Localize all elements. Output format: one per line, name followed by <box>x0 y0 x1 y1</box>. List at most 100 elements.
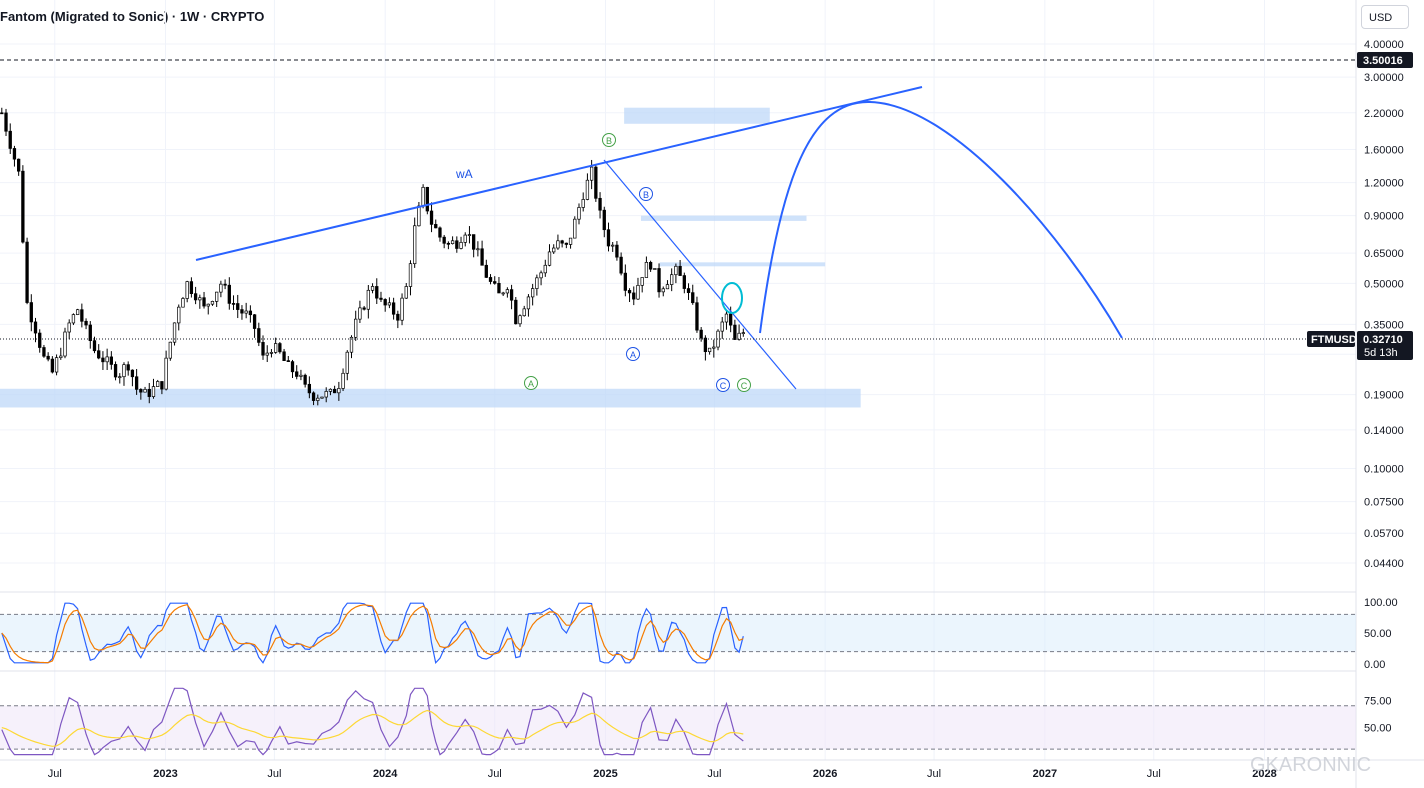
candle-body <box>210 301 215 305</box>
svg-text:B: B <box>643 190 649 200</box>
svg-text:C: C <box>720 381 727 391</box>
candle-body <box>122 364 126 378</box>
candle-body <box>54 357 59 373</box>
candle-body <box>703 337 708 353</box>
candle-body <box>320 396 324 399</box>
candle-body <box>345 351 349 374</box>
candle-body <box>632 292 636 300</box>
svg-text:3.50016: 3.50016 <box>1363 55 1403 67</box>
drawings: wA B A C B A C <box>0 59 1356 392</box>
candle-body <box>619 256 623 274</box>
candle-body <box>278 343 282 353</box>
wave-circle-b-blue: B <box>639 187 653 201</box>
price-tick-label: 0.65000 <box>1364 248 1404 260</box>
time-tick-label: Jul <box>1147 768 1161 780</box>
candle-body <box>514 299 518 325</box>
candle-body <box>375 286 379 299</box>
watermark: GKARONNIC <box>1250 754 1371 776</box>
candle-body <box>177 306 181 324</box>
candle-body <box>349 336 354 353</box>
candle-body <box>303 374 307 385</box>
candle-body <box>670 274 674 285</box>
candle-body <box>4 112 8 132</box>
candle-body <box>366 289 370 310</box>
candle-body <box>33 321 38 334</box>
indicator-line <box>1 604 744 664</box>
candle-body <box>602 209 606 231</box>
candle-body <box>362 307 366 310</box>
candle-body <box>29 302 33 323</box>
candle-body <box>505 289 510 294</box>
candle-body <box>12 148 17 160</box>
candle-body <box>425 186 429 212</box>
candle-body <box>274 343 278 353</box>
candle-body <box>341 372 345 389</box>
indicator-band <box>0 705 1356 750</box>
candle-body <box>640 277 644 286</box>
candle-body <box>80 309 84 322</box>
candle-body <box>455 240 459 249</box>
candle-body <box>286 360 290 362</box>
candle-body <box>480 248 484 266</box>
price-tick-label: 0.05700 <box>1364 528 1404 540</box>
candle-body <box>134 376 139 390</box>
candle-body <box>611 244 615 247</box>
candle-body <box>324 391 328 398</box>
candle-body <box>467 234 472 236</box>
candle-body <box>316 397 320 401</box>
indicator-tick-label: 0.00 <box>1364 659 1385 671</box>
price-zone <box>659 262 826 267</box>
candle-body <box>168 341 172 359</box>
candle-body <box>438 227 442 238</box>
candle-body <box>130 369 135 378</box>
candle-body <box>282 351 286 361</box>
candle-body <box>387 302 392 306</box>
candle-body <box>396 313 400 321</box>
candle-body <box>257 328 261 343</box>
projection-arc <box>759 100 1123 339</box>
candle-body <box>139 389 143 393</box>
candle-body <box>206 303 210 307</box>
time-tick-label: 2023 <box>153 768 177 780</box>
candle-body <box>17 158 21 172</box>
indicator-line <box>1 709 744 747</box>
candle-body <box>248 310 253 316</box>
candle-body <box>231 303 236 305</box>
time-tick-label: 2024 <box>373 768 398 780</box>
currency-selector[interactable]: USD <box>1361 5 1409 29</box>
candle-body <box>50 358 55 373</box>
svg-text:A: A <box>630 350 636 360</box>
candle-body <box>707 347 712 353</box>
time-tick-label: Jul <box>488 768 502 780</box>
candle-body <box>573 218 577 239</box>
candle-body <box>526 296 531 310</box>
candle-body <box>568 237 573 245</box>
candle-body <box>299 374 303 377</box>
candle-body <box>244 310 248 314</box>
svg-text:0.32710: 0.32710 <box>1363 334 1403 346</box>
time-tick-label: Jul <box>707 768 721 780</box>
candle-body <box>172 322 177 343</box>
candle-body <box>581 199 585 208</box>
candle-body <box>370 286 375 291</box>
time-axis: Jul 2023 Jul 2024 Jul 2025 Jul 2026 Jul 2027 Jul 20… <box>48 768 1277 780</box>
candle-body <box>126 364 130 371</box>
candle-body <box>354 318 358 338</box>
price-tick-label: 1.20000 <box>1364 178 1404 190</box>
candle-body <box>400 297 404 321</box>
candle-body <box>185 281 189 299</box>
candle-body <box>488 277 493 282</box>
candle-body <box>113 364 118 378</box>
candle-body <box>160 381 164 390</box>
candle-body <box>307 383 312 394</box>
candle-body <box>151 386 156 397</box>
candle-body <box>636 284 640 300</box>
svg-text:A: A <box>528 379 534 389</box>
price-tick-label: 2.20000 <box>1364 108 1404 120</box>
candle-body <box>484 264 488 278</box>
candle-body <box>733 324 737 340</box>
svg-text:C: C <box>741 381 748 391</box>
candle-body <box>530 288 535 298</box>
candle-body <box>147 388 151 397</box>
